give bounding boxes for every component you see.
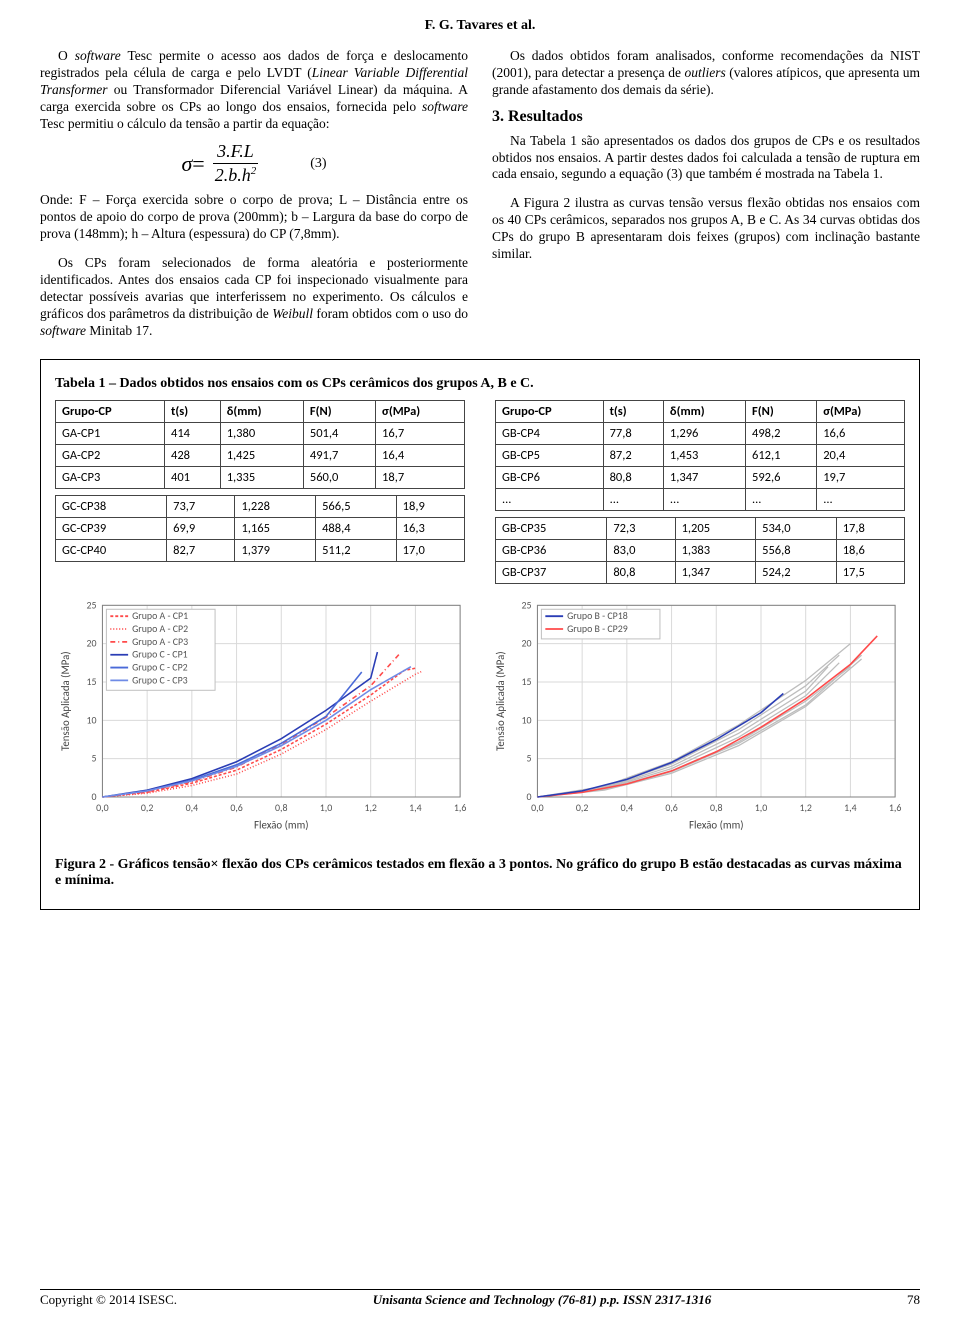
eq-den: 2.b.h2 xyxy=(211,164,261,187)
svg-text:Tensão Aplicada (MPa): Tensão Aplicada (MPa) xyxy=(59,652,72,752)
svg-text:15: 15 xyxy=(521,676,531,688)
svg-text:0,6: 0,6 xyxy=(230,802,242,814)
equation-3: σ = 3.F.L 2.b.h2 (3) xyxy=(40,140,468,186)
txt: Minitab 17. xyxy=(86,323,152,338)
italic: software xyxy=(75,48,121,63)
svg-text:0,2: 0,2 xyxy=(141,802,153,814)
table-caption: Tabela 1 – Dados obtidos nos ensaios com… xyxy=(55,376,905,392)
svg-text:1,6: 1,6 xyxy=(454,802,466,814)
svg-text:Grupo C - CP1: Grupo C - CP1 xyxy=(132,649,188,661)
table-right-bot: GB-CP3572,31,205534,017,8GB-CP3683,01,38… xyxy=(495,517,905,584)
table-left-bot: GC-CP3873,71,228566,518,9GC-CP3969,91,16… xyxy=(55,495,465,562)
svg-text:0: 0 xyxy=(91,791,96,803)
svg-text:Grupo A - CP2: Grupo A - CP2 xyxy=(132,623,188,635)
svg-text:25: 25 xyxy=(521,600,531,612)
chart-2-wrap: 0,0 0,2 0,4 0,6 0,8 1,0 1,2 1,4 1,6 0 5 10 15 20 25 Fle… xyxy=(490,594,905,839)
chart-1: 0,0 0,2 0,4 0,6 0,8 1,0 1,2 1,4 1,6 0 5 10 15 20 25 Fle… xyxy=(55,594,470,834)
svg-text:25: 25 xyxy=(86,600,96,612)
eq-equals: = xyxy=(192,150,204,178)
svg-text:Grupo B - CP18: Grupo B - CP18 xyxy=(567,611,628,623)
txt: foram obtidos com o uso do xyxy=(313,306,468,321)
left-p2: Onde: F – Força exercida sobre o corpo d… xyxy=(40,192,468,243)
eq-tag: (3) xyxy=(310,155,326,173)
svg-text:10: 10 xyxy=(86,715,96,727)
table-left-col: Grupo-CPt(s)δ(mm)F(N)σ(MPa)GA-CP14141,38… xyxy=(55,400,465,584)
charts-row: 0,0 0,2 0,4 0,6 0,8 1,0 1,2 1,4 1,6 0 5 10 15 20 25 Fle… xyxy=(55,594,905,839)
table-left-top: Grupo-CPt(s)δ(mm)F(N)σ(MPa)GA-CP14141,38… xyxy=(55,400,465,489)
right-column: Os dados obtidos foram analisados, confo… xyxy=(492,48,920,347)
svg-text:0,0: 0,0 xyxy=(531,802,543,814)
txt: Na Tabela 1 são apresentados os dados do… xyxy=(492,133,920,182)
table-right-top: Grupo-CPt(s)δ(mm)F(N)σ(MPa)GB-CP477,81,2… xyxy=(495,400,905,511)
figure-2-caption: Figura 2 - Gráficos tensão× flexão dos C… xyxy=(55,857,905,889)
svg-text:15: 15 xyxy=(86,676,96,688)
svg-text:20: 20 xyxy=(86,638,96,650)
italic: software xyxy=(422,99,468,114)
svg-text:Tensão Aplicada (MPa): Tensão Aplicada (MPa) xyxy=(494,652,507,752)
svg-text:1,2: 1,2 xyxy=(364,802,376,814)
italic: Weibull xyxy=(272,306,313,321)
eq-sup: 2 xyxy=(251,165,257,177)
svg-text:Grupo B - CP29: Grupo B - CP29 xyxy=(567,623,628,635)
eq-sigma: σ xyxy=(181,150,192,178)
svg-text:Flexão (mm): Flexão (mm) xyxy=(689,819,744,832)
footer-left: Copyright © 2014 ISESC. xyxy=(40,1292,177,1308)
svg-text:5: 5 xyxy=(91,753,96,765)
right-p3: A Figura 2 ilustra as curvas tensão vers… xyxy=(492,195,920,263)
svg-text:1,4: 1,4 xyxy=(409,802,421,814)
svg-text:0,6: 0,6 xyxy=(665,802,677,814)
svg-text:0,0: 0,0 xyxy=(96,802,108,814)
svg-text:1,2: 1,2 xyxy=(799,802,811,814)
section-heading-results: 3. Resultados xyxy=(492,107,920,127)
svg-text:0,8: 0,8 xyxy=(710,802,722,814)
txt: A Figura 2 ilustra as curvas tensão vers… xyxy=(492,195,920,261)
svg-text:0,2: 0,2 xyxy=(576,802,588,814)
left-p3: Os CPs foram selecionados de forma aleat… xyxy=(40,255,468,339)
eq-num: 3.F.L xyxy=(213,140,258,164)
header-author: F. G. Tavares et al. xyxy=(40,18,920,34)
table-1-box: Tabela 1 – Dados obtidos nos ensaios com… xyxy=(40,359,920,910)
svg-text:10: 10 xyxy=(521,715,531,727)
italic: software xyxy=(40,323,86,338)
txt: 2.b.h xyxy=(215,165,251,185)
chart-1-wrap: 0,0 0,2 0,4 0,6 0,8 1,0 1,2 1,4 1,6 0 5 10 15 20 25 Fle… xyxy=(55,594,470,839)
footer-mid: Unisanta Science and Technology (76-81) … xyxy=(373,1292,712,1308)
svg-text:0: 0 xyxy=(526,791,531,803)
svg-text:1,0: 1,0 xyxy=(320,802,332,814)
chart-2: 0,0 0,2 0,4 0,6 0,8 1,0 1,2 1,4 1,6 0 5 10 15 20 25 Fle… xyxy=(490,594,905,834)
txt: Tesc permitiu o cálculo da tensão a part… xyxy=(40,116,330,131)
svg-text:0,4: 0,4 xyxy=(186,802,198,814)
footer-page: 78 xyxy=(907,1292,920,1308)
svg-text:Grupo C - CP3: Grupo C - CP3 xyxy=(132,675,188,687)
svg-text:20: 20 xyxy=(521,638,531,650)
svg-text:0,4: 0,4 xyxy=(621,802,633,814)
svg-text:1,6: 1,6 xyxy=(889,802,901,814)
italic: outliers xyxy=(684,65,725,80)
svg-text:1,0: 1,0 xyxy=(755,802,767,814)
txt: O xyxy=(58,48,75,63)
two-column-body: O software Tesc permite o acesso aos dad… xyxy=(40,48,920,347)
table-right-col: Grupo-CPt(s)δ(mm)F(N)σ(MPa)GB-CP477,81,2… xyxy=(495,400,905,584)
right-p2: Na Tabela 1 são apresentados os dados do… xyxy=(492,133,920,184)
svg-text:Grupo C - CP2: Grupo C - CP2 xyxy=(132,662,188,674)
left-column: O software Tesc permite o acesso aos dad… xyxy=(40,48,468,347)
svg-text:Grupo A - CP1: Grupo A - CP1 xyxy=(132,611,188,623)
svg-text:Grupo A - CP3: Grupo A - CP3 xyxy=(132,636,188,648)
left-p1: O software Tesc permite o acesso aos dad… xyxy=(40,48,468,132)
page-footer: Copyright © 2014 ISESC. Unisanta Science… xyxy=(40,1289,920,1308)
svg-text:5: 5 xyxy=(526,753,531,765)
svg-text:Flexão (mm): Flexão (mm) xyxy=(254,819,309,832)
right-p1: Os dados obtidos foram analisados, confo… xyxy=(492,48,920,99)
svg-text:1,4: 1,4 xyxy=(844,802,856,814)
svg-text:0,8: 0,8 xyxy=(275,802,287,814)
